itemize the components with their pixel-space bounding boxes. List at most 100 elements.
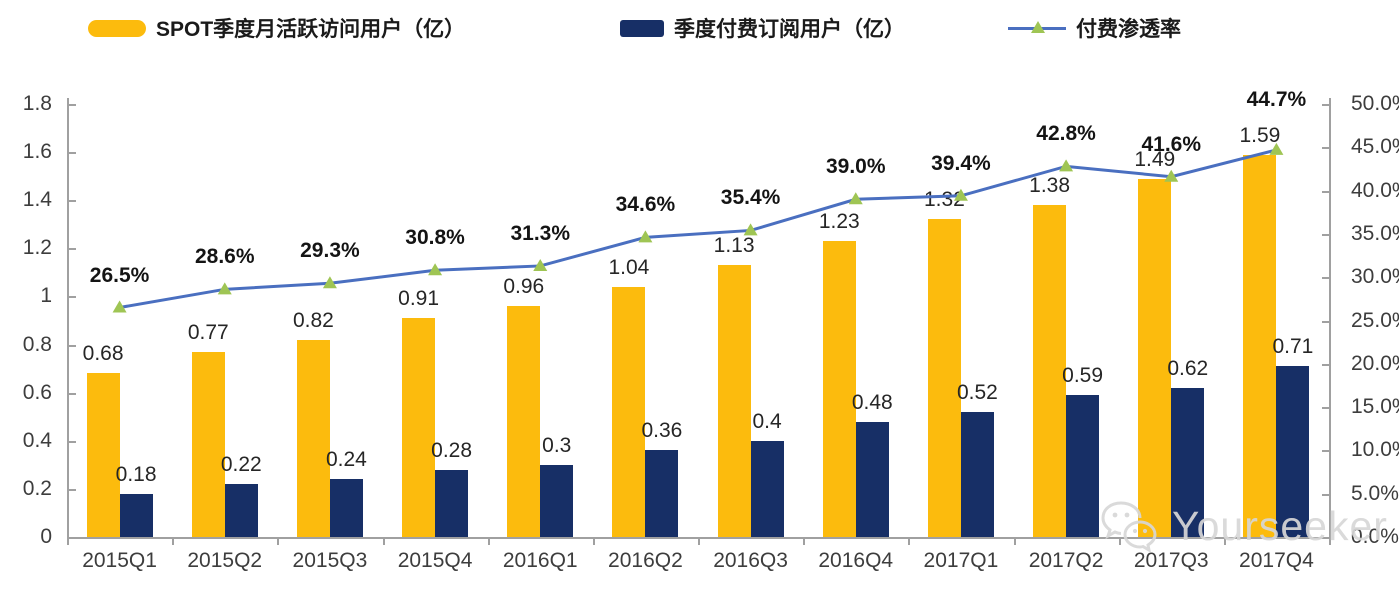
bar-label-subs: 0.24 (325, 448, 367, 472)
x-tick-label: 2015Q3 (292, 549, 368, 572)
bar-label-subs: 0.3 (542, 433, 572, 457)
x-axis-tick (382, 537, 385, 545)
y-right-tick-label: 15.0% (1351, 395, 1399, 419)
bar-mau (507, 306, 541, 537)
bar-subs (435, 469, 469, 537)
bar-label-mau: 1.38 (1029, 174, 1071, 198)
subs-legend-swatch-icon (620, 19, 664, 37)
x-axis-tick (592, 537, 595, 545)
x-axis-tick (277, 537, 280, 545)
bar-label-mau: 1.23 (818, 210, 860, 234)
penetration-label: 29.3% (300, 239, 360, 263)
x-tick-label: 2017Q2 (1028, 549, 1104, 572)
bar-mau (927, 219, 961, 537)
legend-item-subs: 季度付费订阅用户（亿） (620, 16, 905, 41)
bar-label-subs: 0.59 (1062, 364, 1104, 388)
bar-label-subs: 0.22 (220, 453, 262, 477)
y-right-tick-label: 45.0% (1351, 135, 1399, 159)
left-axis-tick (69, 152, 76, 155)
bar-subs (329, 479, 363, 537)
bar-subs (855, 421, 889, 537)
triangle-marker-icon (322, 276, 337, 289)
y-left-tick-label: 1.8 (22, 92, 52, 115)
mau-legend-swatch-icon (88, 19, 146, 37)
triangle-marker-icon (112, 300, 127, 313)
penetration-label: 39.4% (931, 151, 991, 175)
bar-mau (86, 373, 120, 537)
x-tick-label: 2016Q4 (818, 549, 894, 572)
y-left-tick-label: 1 (40, 284, 52, 308)
penetration-label: 44.7% (1246, 87, 1307, 111)
bar-subs (750, 440, 784, 537)
x-tick-label: 2017Q1 (923, 549, 999, 572)
right-axis-tick (1322, 363, 1329, 366)
right-axis-tick (1322, 190, 1329, 193)
y-right-tick-label: 40.0% (1351, 178, 1399, 202)
left-axis-tick (69, 537, 76, 539)
bar-subs (645, 450, 679, 537)
subs-legend-label: 季度付费订阅用户（亿） (674, 18, 905, 41)
left-axis-tick (69, 488, 76, 491)
penetration-label: 35.4% (720, 186, 781, 210)
y-right-tick-label: 25.0% (1351, 308, 1399, 332)
bar-label-subs: 0.18 (115, 462, 157, 486)
right-axis-tick (1322, 537, 1329, 539)
y-right-tick-label: 20.0% (1351, 351, 1399, 375)
y-left-tick-label: 0 (40, 525, 52, 548)
bar-label-subs: 0.52 (956, 380, 998, 404)
x-axis-tick (172, 537, 175, 545)
x-axis-tick (1223, 537, 1226, 545)
x-axis-tick (908, 537, 911, 545)
mau-legend-label: SPOT季度月活跃访问用户（亿） (156, 18, 466, 41)
bar-label-mau: 1.04 (608, 255, 650, 279)
bar-label-subs: 0.71 (1272, 335, 1314, 359)
legend-item-penetration: 付费渗透率 (1008, 16, 1181, 41)
y-left-tick-label: 1.6 (22, 140, 52, 164)
right-axis-tick (1322, 147, 1329, 150)
bar-mau (822, 241, 856, 537)
right-axis-tick (1322, 450, 1329, 453)
bar-subs (1276, 366, 1310, 537)
bar-mau (612, 286, 646, 537)
left-axis-tick (69, 296, 76, 299)
bar-mau (191, 351, 225, 537)
x-axis-tick (803, 537, 806, 545)
triangle-marker-icon (1059, 159, 1074, 172)
y-left-tick-label: 0.2 (22, 476, 52, 500)
penetration-line-path (119, 148, 1277, 309)
left-axis-tick (69, 392, 76, 395)
bar-label-mau: 0.91 (398, 287, 440, 311)
right-axis-tick (1322, 493, 1329, 496)
bar-subs (224, 484, 258, 537)
watermark: Yourseeker (1100, 498, 1388, 554)
bar-label-subs: 0.28 (431, 438, 473, 462)
right-axis-tick (1322, 407, 1329, 410)
y-left-tick-label: 1.4 (22, 188, 52, 212)
y-right-tick-label: 0.0% (1351, 525, 1399, 548)
bar-label-subs: 0.62 (1167, 356, 1209, 380)
bar-subs (119, 493, 153, 537)
penetration-label: 34.6% (615, 193, 676, 217)
bar-label-mau: 1.32 (923, 188, 965, 212)
right-axis-tick (1322, 320, 1329, 323)
penetration-legend-label: 付费渗透率 (1076, 18, 1181, 41)
x-tick-label: 2016Q1 (502, 549, 578, 572)
penetration-label: 30.8% (405, 226, 465, 250)
y-right-tick-label: 35.0% (1351, 221, 1399, 245)
y-left-tick-label: 0.6 (22, 380, 52, 404)
y-right-tick-label: 10.0% (1351, 438, 1399, 462)
left-axis-tick (69, 200, 76, 203)
y-right-tick-label: 50.0% (1351, 92, 1399, 115)
x-axis-tick (1329, 537, 1331, 545)
bar-label-subs: 0.4 (752, 409, 782, 433)
left-axis-tick (69, 440, 76, 443)
y-left-tick-label: 0.4 (22, 428, 52, 452)
bar-label-mau: 0.77 (187, 320, 229, 344)
penetration-label: 42.8% (1036, 122, 1096, 146)
triangle-marker-icon (533, 258, 548, 271)
y-right-tick-label: 5.0% (1351, 481, 1399, 505)
x-tick-label: 2017Q3 (1133, 549, 1209, 572)
right-axis-tick (1322, 233, 1329, 236)
penetration-label: 41.6% (1141, 132, 1202, 156)
